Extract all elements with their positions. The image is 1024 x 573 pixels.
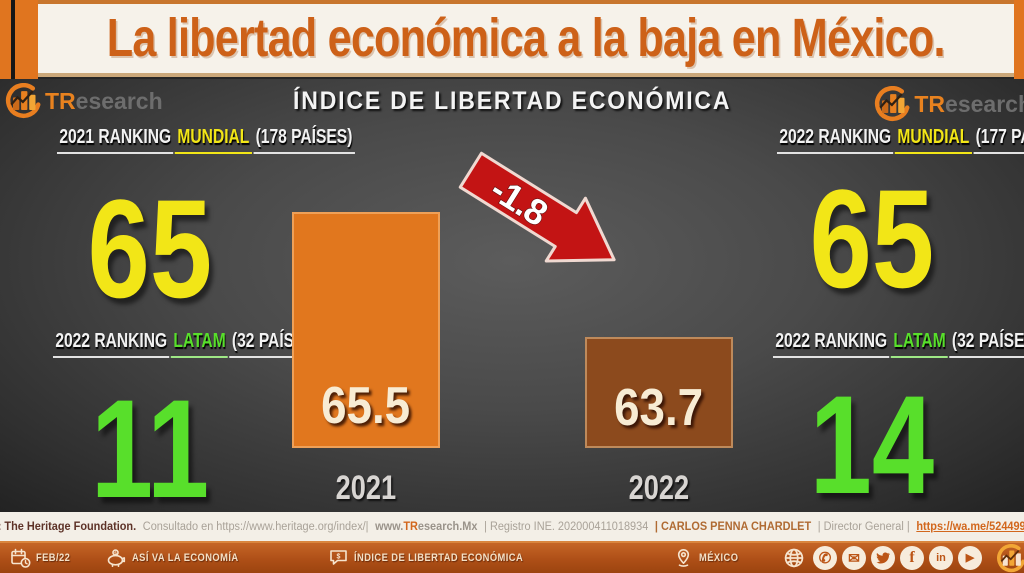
ranking-suffix: (178 PAÍSES) [253, 126, 355, 154]
mail-icon[interactable]: ✉ [842, 546, 866, 570]
footer-bar: FEB/22 $ ASÍ VA LA ECONOMÍA $ ÍNDICE DE … [0, 541, 1024, 573]
footer-location: MÉXICO [673, 548, 745, 568]
ranking-suffix: (32 PAÍSES) [949, 330, 1024, 358]
bar-value-text: 63.7 [614, 379, 704, 437]
ranking-highlight: MUNDIAL [175, 126, 252, 154]
decline-arrow: -1.8 [447, 135, 638, 296]
bar-value-2021: 65.5 [294, 376, 438, 436]
ranking-prefix: 2022 RANKING [776, 126, 894, 154]
ranking-highlight: LATAM [171, 330, 229, 358]
banner-right-accent [1014, 0, 1024, 79]
speech-bubble-icon: $ [329, 550, 347, 565]
tresearch-logo-right: TResearch [871, 86, 1024, 122]
page-title: La libertad económica a la baja en Méxic… [38, 0, 1014, 77]
footer-date: FEB/22 [10, 548, 76, 568]
mail-glyph: ✉ [848, 550, 860, 566]
bar-2021: 65.5 [292, 212, 440, 448]
year-text: 2022 [628, 469, 690, 507]
phone-glyph: ✆ [818, 549, 832, 567]
linkedin-icon[interactable]: in [929, 546, 953, 570]
youtube-glyph: ▶ [965, 551, 975, 564]
heritage-link[interactable]: Consultado en https://www.heritage.org/i… [142, 520, 369, 533]
footer-location-label: MÉXICO [698, 552, 739, 564]
registro-ine: | Registro INE. 202000411018934 [484, 520, 649, 533]
footer-index-label: ÍNDICE DE LIBERTAD ECONÓMICA [353, 552, 523, 564]
ranking-highlight: MUNDIAL [895, 126, 972, 154]
tresearch-logo-left: TResearch [2, 83, 163, 119]
author-role: | Director General | [817, 520, 910, 533]
ranking-suffix: (177 PAÍSES) [973, 126, 1024, 154]
ranking-prefix: 2022 RANKING [52, 330, 170, 358]
rank-value-2021-mundial: 65 [14, 170, 286, 327]
rank-number: 65 [809, 160, 935, 317]
brand-bold: TR [45, 87, 76, 114]
site-bold: TR [403, 520, 418, 533]
page-title-text: La libertad económica a la baja en Méxic… [107, 7, 946, 68]
rank-value-2022-latam-right: 14 [734, 366, 1010, 523]
decline-arrow-icon: -1.8 [458, 151, 616, 263]
youtube-icon[interactable]: ▶ [958, 546, 982, 570]
rank-number: 11 [90, 370, 210, 527]
brand-bold: TR [914, 90, 946, 117]
rank-value-2022-latam-left: 11 [14, 370, 286, 527]
chart-title-text: ÍNDICE DE LIBERTAD ECONÓMICA [292, 87, 732, 115]
ranking-prefix: 2021 RANKING [56, 126, 174, 154]
source-bar: Fuente: The Heritage Foundation. Consulta… [0, 512, 1024, 541]
top-banner: La libertad económica a la baja en Méxic… [0, 0, 1024, 79]
site-prefix: www. [375, 520, 404, 533]
globe-icon [784, 548, 804, 568]
map-pin-icon [677, 549, 689, 567]
piggy-bank-icon: $ [107, 549, 126, 568]
ranking-heading-2021-mundial: 2021 RANKING MUNDIAL (178 PAÍSES) [14, 126, 355, 154]
footer-economy-label: ASÍ VA LA ECONOMÍA [132, 552, 239, 564]
linkedin-glyph: in [936, 551, 946, 564]
social-links: ✆ ✉ f in ▶ [813, 546, 982, 570]
tresearch-logo-icon [875, 86, 910, 122]
facebook-glyph: f [909, 549, 915, 566]
tresearch-logo-footer: TResearch [994, 543, 1024, 573]
tresearch-logo-icon [997, 543, 1024, 572]
ranking-highlight: LATAM [891, 330, 949, 358]
whatsapp-link[interactable]: https://wa.me/524499193645 [916, 520, 1024, 533]
calendar-clock-icon [11, 548, 31, 568]
left-panel: 2021 RANKING MUNDIAL (178 PAÍSES) 65 2022 … [14, 126, 355, 527]
year-text: 2021 [335, 469, 397, 507]
bar-label-2021: 2021 [292, 469, 440, 508]
ranking-heading-2022-latam-left: 2022 RANKING LATAM (32 PAÍSES) [14, 330, 323, 358]
footer-date-label: FEB/22 [36, 552, 71, 564]
svg-text:$: $ [336, 554, 340, 561]
footer-section-economy: $ ASÍ VA LA ECONOMÍA [106, 548, 257, 568]
rank-value-2022-mundial: 65 [734, 160, 1010, 317]
bar-value-text: 65.5 [321, 377, 411, 435]
source-label: Fuente: The Heritage Foundation. [0, 520, 137, 533]
phone-icon[interactable]: ✆ [813, 546, 837, 570]
svg-text:$: $ [115, 550, 118, 555]
site-rest: esearch.Mx [417, 520, 478, 533]
rank-number: 14 [809, 366, 935, 523]
bar-2022: 63.7 [585, 337, 733, 448]
author-name: | CARLOS PENNA CHARDLET [654, 520, 812, 533]
bar-value-2022: 63.7 [587, 378, 731, 438]
bar-label-2022: 2022 [585, 469, 733, 508]
twitter-bird-glyph [876, 552, 890, 564]
rank-number: 65 [87, 170, 213, 327]
main-board: TResearch ÍNDICE DE LIBERTAD ECONÓMICA T… [0, 79, 1024, 527]
tresearch-logo-icon [5, 83, 41, 119]
footer-section-index: $ ÍNDICE DE LIBERTAD ECONÓMICA [328, 548, 553, 568]
twitter-icon[interactable] [871, 546, 895, 570]
banner-left-accent [0, 0, 38, 79]
facebook-icon[interactable]: f [900, 546, 924, 570]
tresearch-site-link[interactable]: www.TResearch.Mx [375, 521, 477, 533]
footer-website[interactable] [783, 547, 805, 569]
ranking-prefix: 2022 RANKING [772, 330, 890, 358]
brand-rest: esearch [945, 90, 1024, 117]
brand-rest: esearch [75, 87, 163, 114]
chart-title: ÍNDICE DE LIBERTAD ECONÓMICA [0, 87, 1024, 116]
